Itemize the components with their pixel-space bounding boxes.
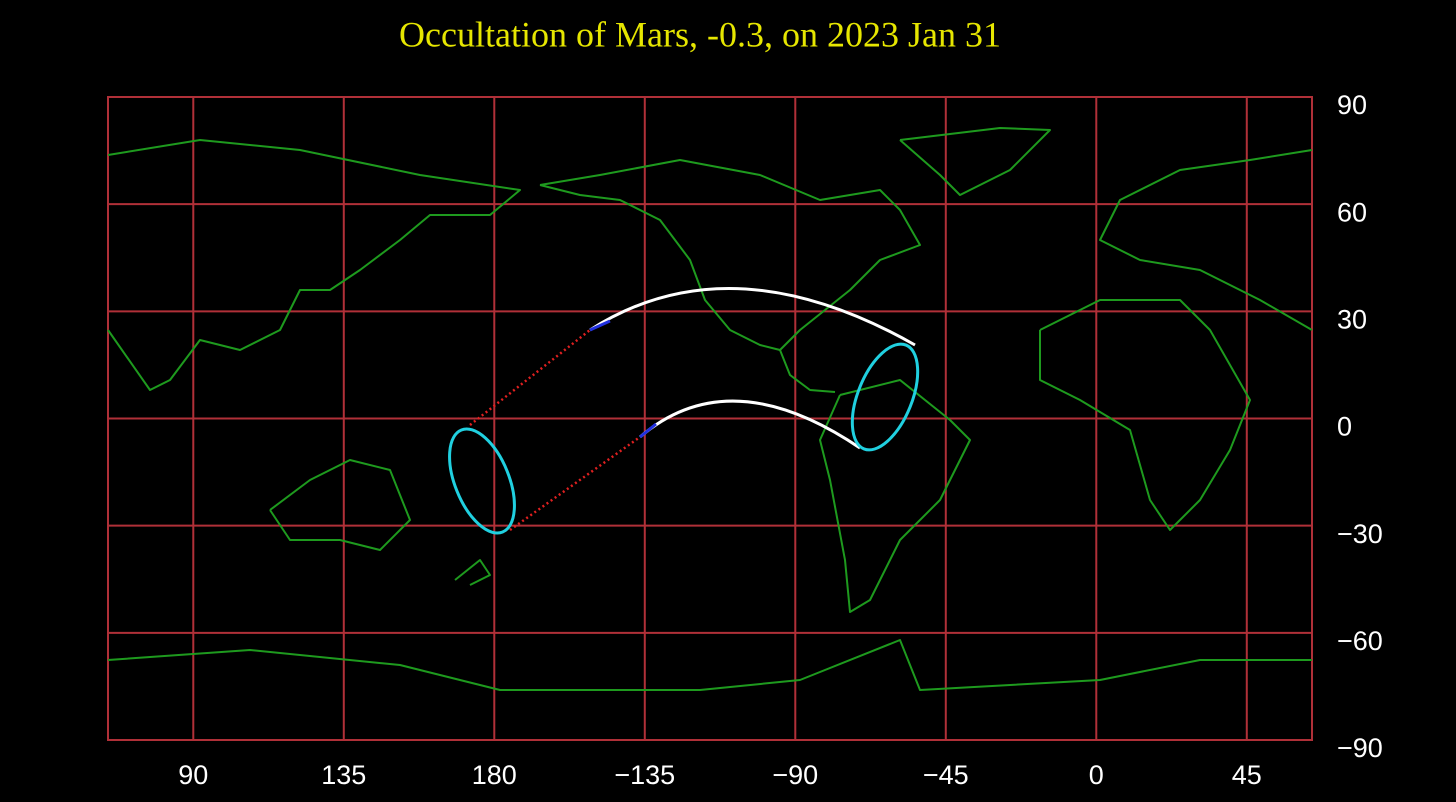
y-tick-label: −90 — [1337, 733, 1383, 763]
path-limit-twilight — [639, 422, 657, 439]
path-limit-dotted — [469, 329, 591, 426]
grid — [107, 96, 1313, 741]
x-tick-label: −45 — [923, 760, 969, 790]
europe — [1099, 149, 1313, 331]
path-limit-twilight — [589, 319, 611, 332]
x-tick-label: 135 — [321, 760, 366, 790]
shadow-ellipse — [448, 427, 516, 535]
central-america — [779, 349, 836, 393]
australia — [269, 459, 411, 551]
x-tick-label: 180 — [472, 760, 517, 790]
x-tick-label: −135 — [614, 760, 675, 790]
y-tick-label: 30 — [1337, 304, 1367, 334]
north-america — [539, 159, 921, 351]
greenland — [899, 127, 1051, 196]
antarctica — [107, 639, 1312, 691]
path-limit — [589, 286, 916, 347]
path-limit-dotted — [509, 435, 641, 532]
south-america — [819, 379, 971, 613]
new-zealand — [454, 559, 491, 586]
continents — [107, 127, 1313, 691]
y-tick-label: −60 — [1337, 626, 1383, 656]
y-tick-label: −30 — [1337, 519, 1383, 549]
y-tick-label: 60 — [1337, 197, 1367, 227]
x-tick-label: 0 — [1089, 760, 1104, 790]
shadow-ellipse — [850, 342, 920, 452]
y-tick-label: 0 — [1337, 412, 1352, 442]
africa — [1039, 299, 1251, 531]
chart-title: Occultation of Mars, -0.3, on 2023 Jan 3… — [399, 14, 1001, 54]
y-tick-label: 90 — [1337, 90, 1367, 120]
path-limit — [639, 399, 861, 450]
x-tick-label: 90 — [178, 760, 208, 790]
asia — [107, 139, 521, 391]
x-tick-label: 45 — [1232, 760, 1262, 790]
occultation-path — [448, 286, 920, 535]
x-tick-label: −90 — [772, 760, 818, 790]
